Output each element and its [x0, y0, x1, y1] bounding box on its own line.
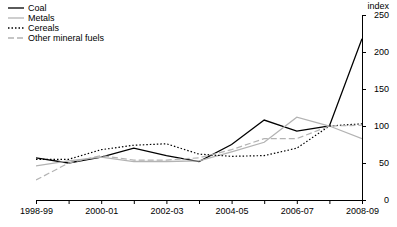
y-tick-mark — [362, 89, 366, 90]
x-tick-mark — [69, 200, 70, 204]
x-tick-mark — [232, 200, 233, 204]
y-tick: 100 — [362, 121, 389, 131]
x-tick-label: 1998-99 — [20, 206, 53, 216]
y-tick: 200 — [362, 47, 389, 57]
y-axis-line — [363, 16, 367, 201]
legend-swatch — [8, 37, 24, 38]
x-tick — [264, 200, 265, 204]
series-line — [36, 117, 362, 166]
x-tick: 1998-99 — [20, 200, 53, 216]
y-axis: 0 50 100 150 200 250 — [362, 10, 389, 205]
y-tick-label: 250 — [374, 10, 389, 20]
x-tick-mark — [362, 200, 363, 204]
y-tick-label: 150 — [374, 84, 389, 94]
x-tick-mark — [166, 200, 167, 204]
x-tick: 2006-07 — [281, 200, 314, 216]
x-tick-label: 2004-05 — [216, 206, 249, 216]
x-tick-mark — [36, 200, 37, 204]
legend-swatch — [8, 7, 24, 8]
x-tick-label: 2000-01 — [85, 206, 118, 216]
legend-label: Cereals — [28, 23, 60, 33]
y-tick-label: 50 — [379, 158, 389, 168]
y-tick: 50 — [362, 158, 389, 168]
x-tick-mark — [199, 200, 200, 204]
series-line — [36, 39, 362, 163]
x-tick-label: 2006-07 — [281, 206, 314, 216]
x-tick: 2004-05 — [216, 200, 249, 216]
legend-label: Other mineral fuels — [28, 33, 105, 43]
chart: 0 50 100 150 200 250index 1998-99 2000-01 2002-0… — [0, 0, 397, 227]
x-tick-label: 2008-09 — [346, 206, 379, 216]
y-tick-mark — [362, 52, 366, 53]
series-line — [36, 125, 362, 180]
x-tick-label: 2002-03 — [150, 206, 183, 216]
y-tick-label: 0 — [384, 195, 389, 205]
x-tick — [134, 200, 135, 204]
x-tick — [329, 200, 330, 204]
y-tick-mark — [362, 163, 366, 164]
x-tick — [199, 200, 200, 204]
x-tick: 2000-01 — [85, 200, 118, 216]
y-axis-title: index — [367, 1, 389, 11]
y-tick: 0 — [362, 195, 389, 205]
y-tick-label: 200 — [374, 47, 389, 57]
y-tick-mark — [362, 126, 366, 127]
y-tick: 250 — [362, 10, 389, 20]
plot-area — [36, 39, 362, 180]
y-tick-mark — [362, 15, 366, 16]
x-tick-mark — [101, 200, 102, 204]
legend: CoalMetalsCerealsOther mineral fuels — [8, 3, 105, 43]
legend-swatch — [8, 17, 24, 18]
x-tick — [69, 200, 70, 204]
x-tick-mark — [134, 200, 135, 204]
x-tick: 2002-03 — [150, 200, 183, 216]
y-tick: 150 — [362, 84, 389, 94]
series-line — [36, 124, 362, 160]
x-tick-mark — [297, 200, 298, 204]
legend-label: Coal — [28, 3, 47, 13]
legend-label: Metals — [28, 13, 55, 23]
x-tick-mark — [329, 200, 330, 204]
x-tick-mark — [264, 200, 265, 204]
x-axis-line — [37, 201, 363, 205]
y-tick-label: 100 — [374, 121, 389, 131]
legend-swatch — [8, 27, 24, 28]
x-axis: 1998-99 2000-01 2002-03 2004-05 2006-07 2008-… — [20, 200, 379, 216]
x-tick: 2008-09 — [346, 200, 379, 216]
